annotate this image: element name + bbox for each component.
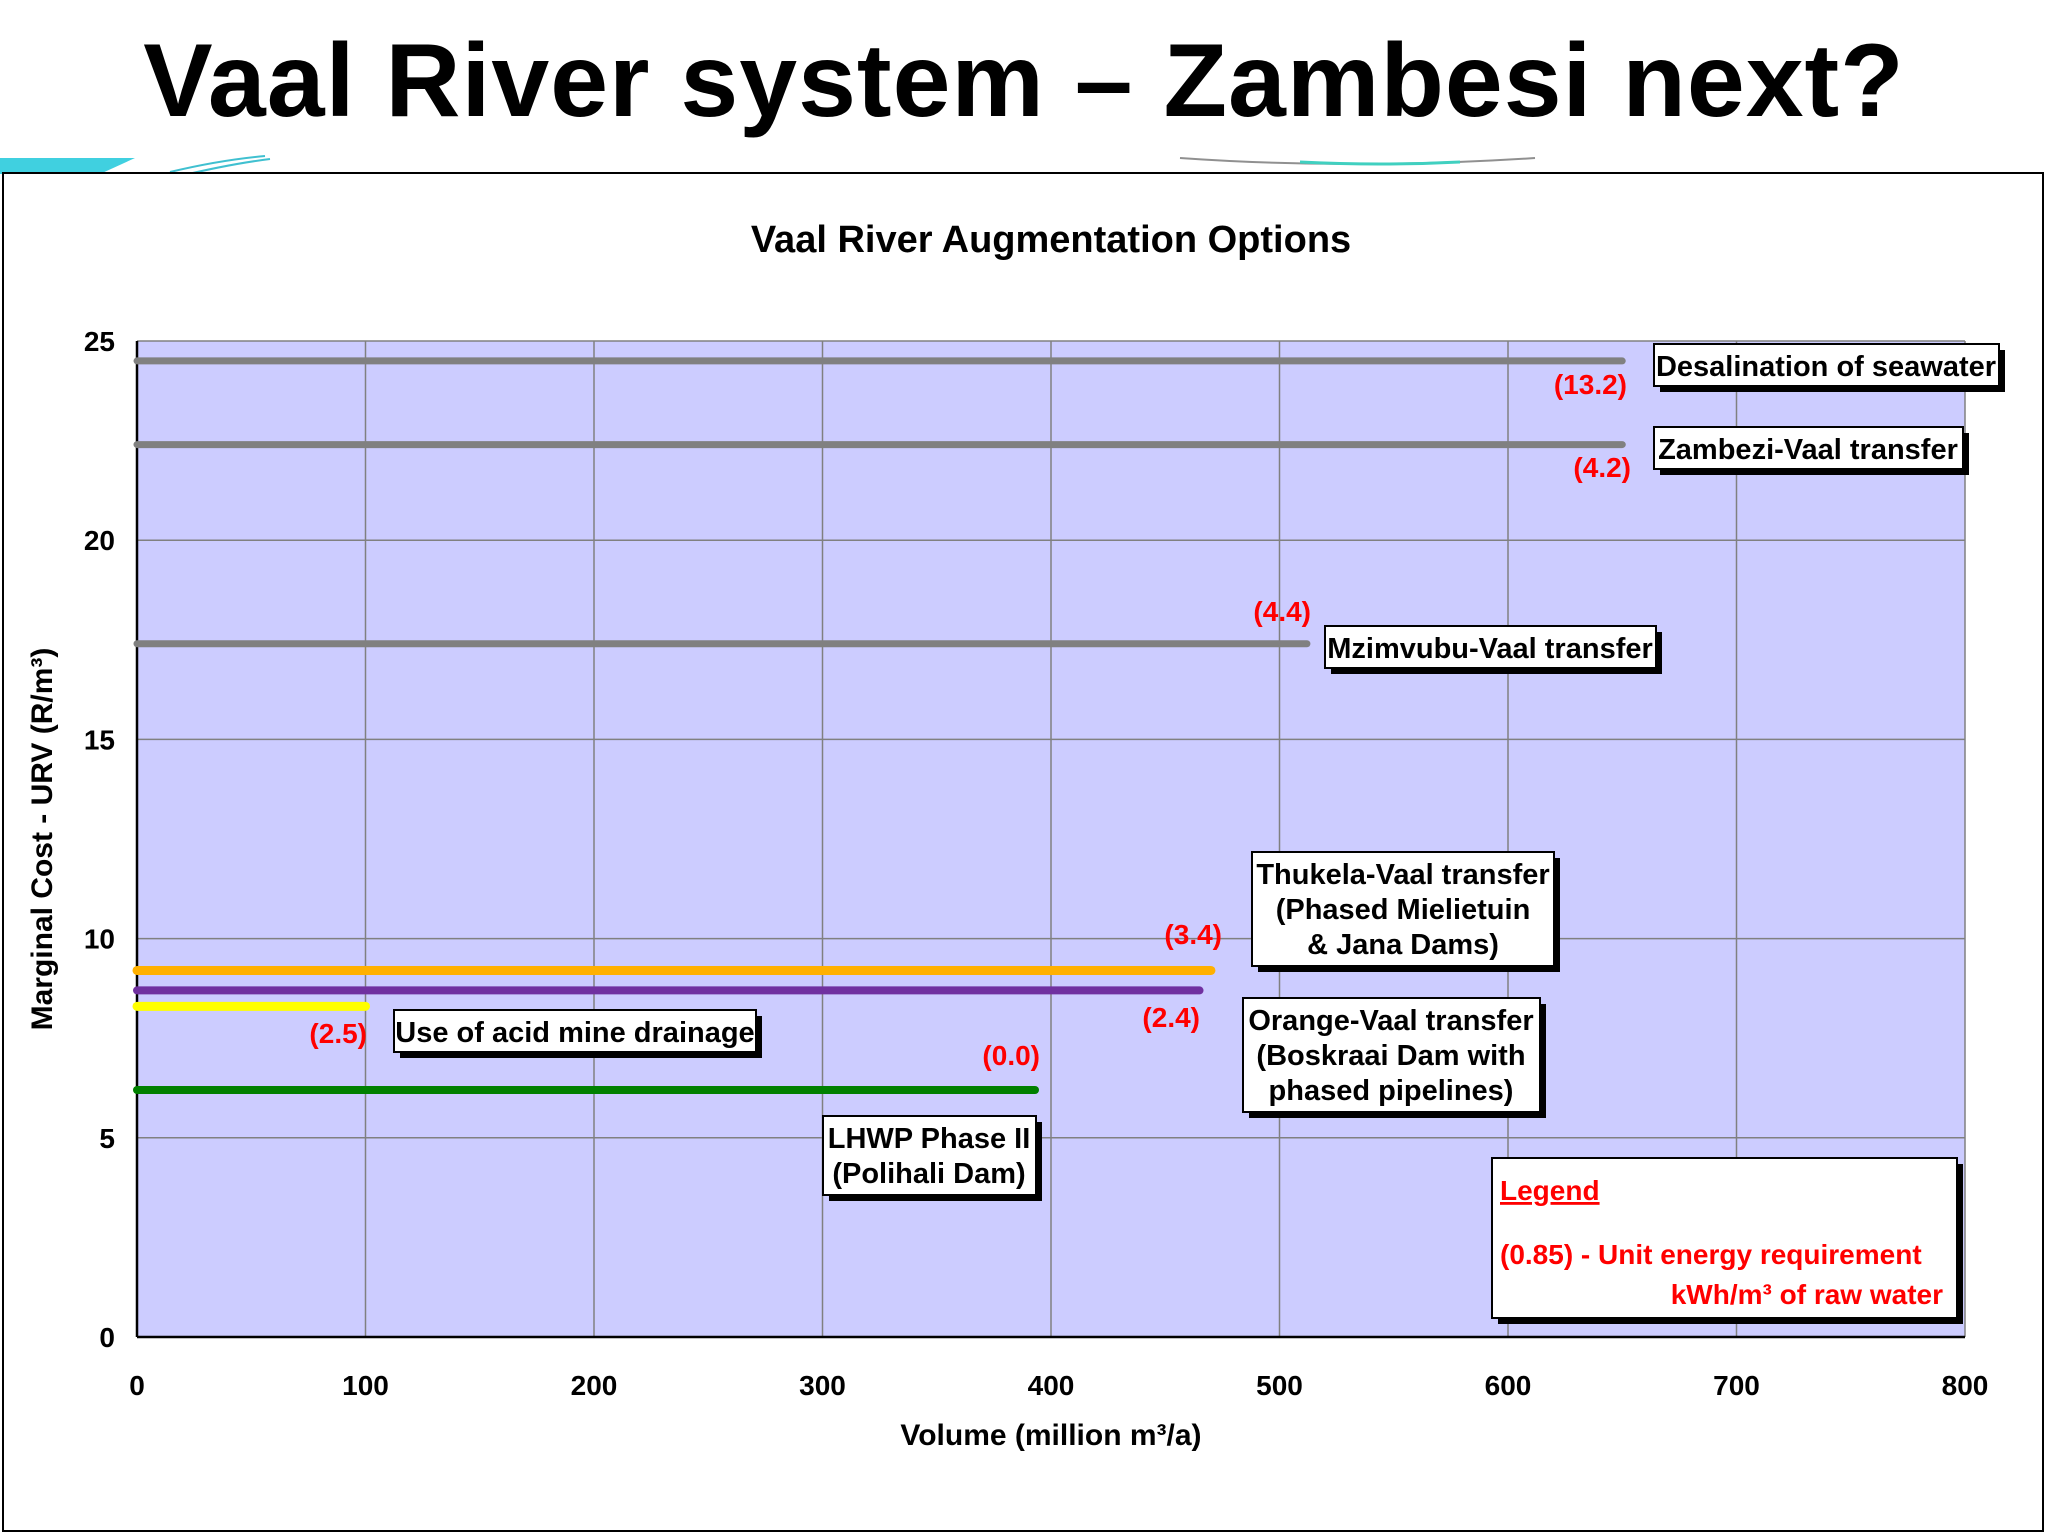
x-tick-label-8: 800 (1942, 1370, 1989, 1401)
energy-annotation-5: (2.5) (309, 1018, 367, 1049)
energy-annotation-3: (3.4) (1164, 919, 1222, 950)
y-axis-label: Marginal Cost - URV (R/m³) (26, 648, 59, 1031)
legend-line-1: (0.85) - Unit energy requirement (1500, 1239, 1922, 1270)
series-label-0-line-0: Desalination of seawater (1656, 351, 1996, 383)
series-label-6-line-0: LHWP Phase II (828, 1123, 1031, 1155)
chart-frame: Vaal River Augmentation Options Desalina… (2, 172, 2044, 1532)
x-tick-label-3: 300 (799, 1370, 846, 1401)
series-lines (132, 357, 1626, 1094)
series-label-box-6 (822, 1115, 1037, 1196)
energy-annotation-2: (4.4) (1253, 596, 1311, 627)
series-label-box-5 (393, 1009, 757, 1053)
legend-box: Legend (0.85) - Unit energy requirement … (1491, 1157, 1963, 1324)
axis-ticks: 0 100 200 300 400 500 600 700 800 0 5 10 15 20 25 (84, 326, 1989, 1401)
y-tick-label-3: 15 (84, 724, 115, 755)
energy-annotation-1: (4.2) (1573, 452, 1631, 483)
x-tick-label-0: 0 (129, 1370, 145, 1401)
series-label-5-line-0: Use of acid mine drainage (395, 1017, 754, 1049)
decorative-swoosh (0, 155, 1536, 177)
y-tick-label-4: 20 (84, 525, 115, 556)
series-label-box-4 (1242, 997, 1541, 1113)
series-label-4-line-2: phased pipelines) (1269, 1075, 1514, 1107)
series-label-1-line-0: Zambezi-Vaal transfer (1658, 434, 1958, 466)
y-tick-label-2: 10 (84, 924, 115, 955)
x-axis-label: Volume (million m³/a) (900, 1419, 1201, 1452)
series-label-3-line-0: Thukela-Vaal transfer (1256, 859, 1549, 891)
series-label-box-1 (1653, 426, 1964, 470)
series-label-box-0 (1653, 343, 2000, 387)
x-tick-label-4: 400 (1028, 1370, 1075, 1401)
legend-line-2: kWh/m³ of raw water (1671, 1279, 1943, 1310)
y-tick-label-1: 5 (99, 1123, 115, 1154)
legend-title: Legend (1500, 1175, 1600, 1206)
augmentation-chart: Vaal River Augmentation Options Desalina… (26, 219, 2005, 1452)
y-tick-label-0: 0 (99, 1322, 115, 1353)
energy-annotation-6: (0.0) (982, 1040, 1040, 1071)
x-tick-label-7: 700 (1713, 1370, 1760, 1401)
y-tick-label-5: 25 (84, 326, 115, 357)
legend-border (1491, 1157, 1958, 1319)
series-labels: Desalination of seawater (13.2) Zambezi-Va… (309, 343, 2005, 1201)
series-label-3-line-2: & Jana Dams) (1307, 929, 1499, 961)
series-label-3-line-1: (Phased Mielietuin (1276, 894, 1531, 926)
x-tick-label-5: 500 (1256, 1370, 1303, 1401)
chart-title: Vaal River Augmentation Options (751, 219, 1351, 261)
series-label-4-line-0: Orange-Vaal transfer (1248, 1005, 1533, 1037)
energy-annotation-0: (13.2) (1554, 369, 1627, 400)
decorative-swoosh-arc-accent (1299, 160, 1461, 166)
x-tick-label-2: 200 (571, 1370, 618, 1401)
series-label-2-line-0: Mzimvubu-Vaal transfer (1327, 633, 1653, 665)
series-label-4-line-1: (Boskraai Dam with (1256, 1040, 1525, 1072)
slide-title: Vaal River system – Zambesi next? (143, 23, 1905, 139)
series-label-6-line-1: (Polihali Dam) (832, 1158, 1025, 1190)
series-label-box-3 (1251, 851, 1555, 967)
energy-annotation-4: (2.4) (1142, 1002, 1200, 1033)
x-tick-label-6: 600 (1485, 1370, 1532, 1401)
x-tick-label-1: 100 (342, 1370, 389, 1401)
decorative-swoosh-cyan (0, 158, 135, 174)
series-label-box-2 (1324, 625, 1657, 669)
